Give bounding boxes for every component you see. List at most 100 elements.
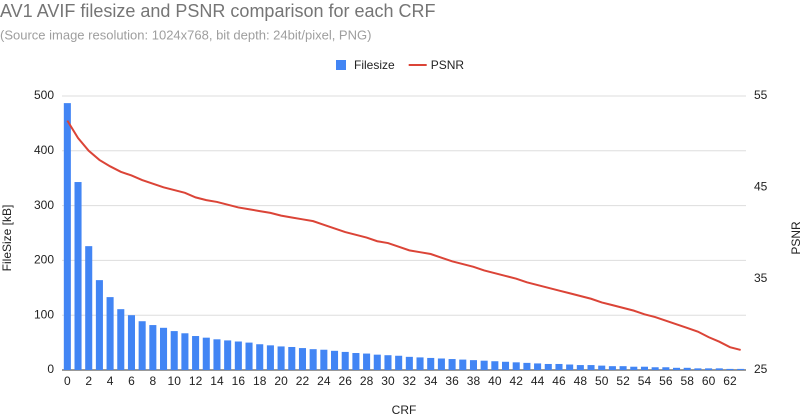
bar xyxy=(320,349,328,370)
x-tick-label: 28 xyxy=(360,374,374,388)
x-axis-label: CRF xyxy=(392,403,417,417)
bar xyxy=(309,349,317,370)
bar xyxy=(266,345,274,370)
bar xyxy=(331,350,339,370)
bar xyxy=(651,367,659,370)
bar xyxy=(437,358,445,370)
chart-title: AV1 AVIF filesize and PSNR comparison fo… xyxy=(0,1,436,21)
bar xyxy=(512,362,520,370)
bar xyxy=(341,351,349,370)
bar xyxy=(95,280,103,370)
x-tick-label: 60 xyxy=(702,374,716,388)
bar xyxy=(726,368,734,370)
x-tick-label: 62 xyxy=(723,374,737,388)
x-tick-label: 30 xyxy=(381,374,395,388)
bar xyxy=(715,368,723,370)
bar xyxy=(587,365,595,370)
bar xyxy=(523,362,531,370)
bar xyxy=(737,368,745,370)
x-tick-label: 48 xyxy=(574,374,588,388)
chart-subtitle: (Source image resolution: 1024x768, bit … xyxy=(0,27,371,42)
bar xyxy=(640,366,648,370)
bar xyxy=(534,363,542,370)
x-tick-label: 52 xyxy=(616,374,630,388)
x-tick-label: 38 xyxy=(467,374,481,388)
bar xyxy=(694,368,702,370)
x-tick-label: 46 xyxy=(552,374,566,388)
bar xyxy=(491,361,499,370)
x-tick-label: 4 xyxy=(107,374,114,388)
y2-tick-label: 45 xyxy=(754,180,768,194)
y-axis-label: FileSize [kB] xyxy=(0,205,14,272)
bar xyxy=(502,361,510,370)
bar xyxy=(544,363,552,370)
y-tick-label: 400 xyxy=(34,143,54,157)
bar xyxy=(127,315,135,370)
y2-tick-label: 35 xyxy=(754,271,768,285)
bar xyxy=(576,365,584,370)
x-tick-label: 18 xyxy=(253,374,267,388)
bar xyxy=(683,367,691,370)
x-tick-label: 0 xyxy=(64,374,71,388)
bar xyxy=(448,359,456,370)
bar xyxy=(662,367,670,370)
y2-tick-label: 25 xyxy=(754,362,768,376)
x-tick-label: 14 xyxy=(210,374,224,388)
x-tick-label: 10 xyxy=(168,374,182,388)
y2-tick-label: 55 xyxy=(754,88,768,102)
x-tick-label: 12 xyxy=(189,374,203,388)
y2-axis-label: PSNR xyxy=(789,221,803,255)
x-tick-label: 6 xyxy=(128,374,135,388)
y-tick-label: 200 xyxy=(34,253,54,267)
bar xyxy=(352,353,360,370)
x-tick-label: 2 xyxy=(85,374,92,388)
bar xyxy=(234,341,242,370)
bar xyxy=(405,356,413,370)
x-tick-label: 8 xyxy=(150,374,157,388)
x-tick-label: 58 xyxy=(681,374,695,388)
x-tick-label: 36 xyxy=(445,374,459,388)
x-tick-label: 32 xyxy=(403,374,417,388)
bar xyxy=(373,354,381,370)
bar xyxy=(427,357,435,370)
x-tick-label: 20 xyxy=(274,374,288,388)
legend-label: Filesize xyxy=(354,58,395,72)
bar xyxy=(224,340,232,370)
bar xyxy=(630,366,638,370)
x-tick-label: 42 xyxy=(510,374,524,388)
bar xyxy=(277,346,285,370)
x-tick-label: 22 xyxy=(296,374,310,388)
bar xyxy=(256,344,264,370)
bar xyxy=(181,333,189,370)
bar xyxy=(192,336,200,370)
bar xyxy=(298,348,306,370)
bar xyxy=(85,246,93,370)
bar xyxy=(619,366,627,370)
bar xyxy=(63,103,71,371)
x-tick-label: 24 xyxy=(317,374,331,388)
bar xyxy=(213,339,221,370)
y-tick-label: 100 xyxy=(34,307,54,321)
bar xyxy=(459,359,467,370)
bar xyxy=(117,309,125,370)
bar xyxy=(245,342,253,370)
bar xyxy=(608,366,616,370)
bar xyxy=(555,363,563,370)
bar xyxy=(705,368,713,370)
bar xyxy=(469,360,477,370)
x-tick-label: 40 xyxy=(488,374,502,388)
x-tick-label: 34 xyxy=(424,374,438,388)
bar xyxy=(480,360,488,370)
legend-swatch xyxy=(336,60,346,70)
bar xyxy=(202,337,210,370)
x-tick-label: 16 xyxy=(232,374,246,388)
bar xyxy=(395,355,403,370)
bar xyxy=(566,364,574,370)
y-tick-label: 500 xyxy=(34,88,54,102)
bar xyxy=(416,357,424,370)
bar xyxy=(138,321,146,370)
bar xyxy=(170,331,178,370)
bar xyxy=(106,297,114,370)
